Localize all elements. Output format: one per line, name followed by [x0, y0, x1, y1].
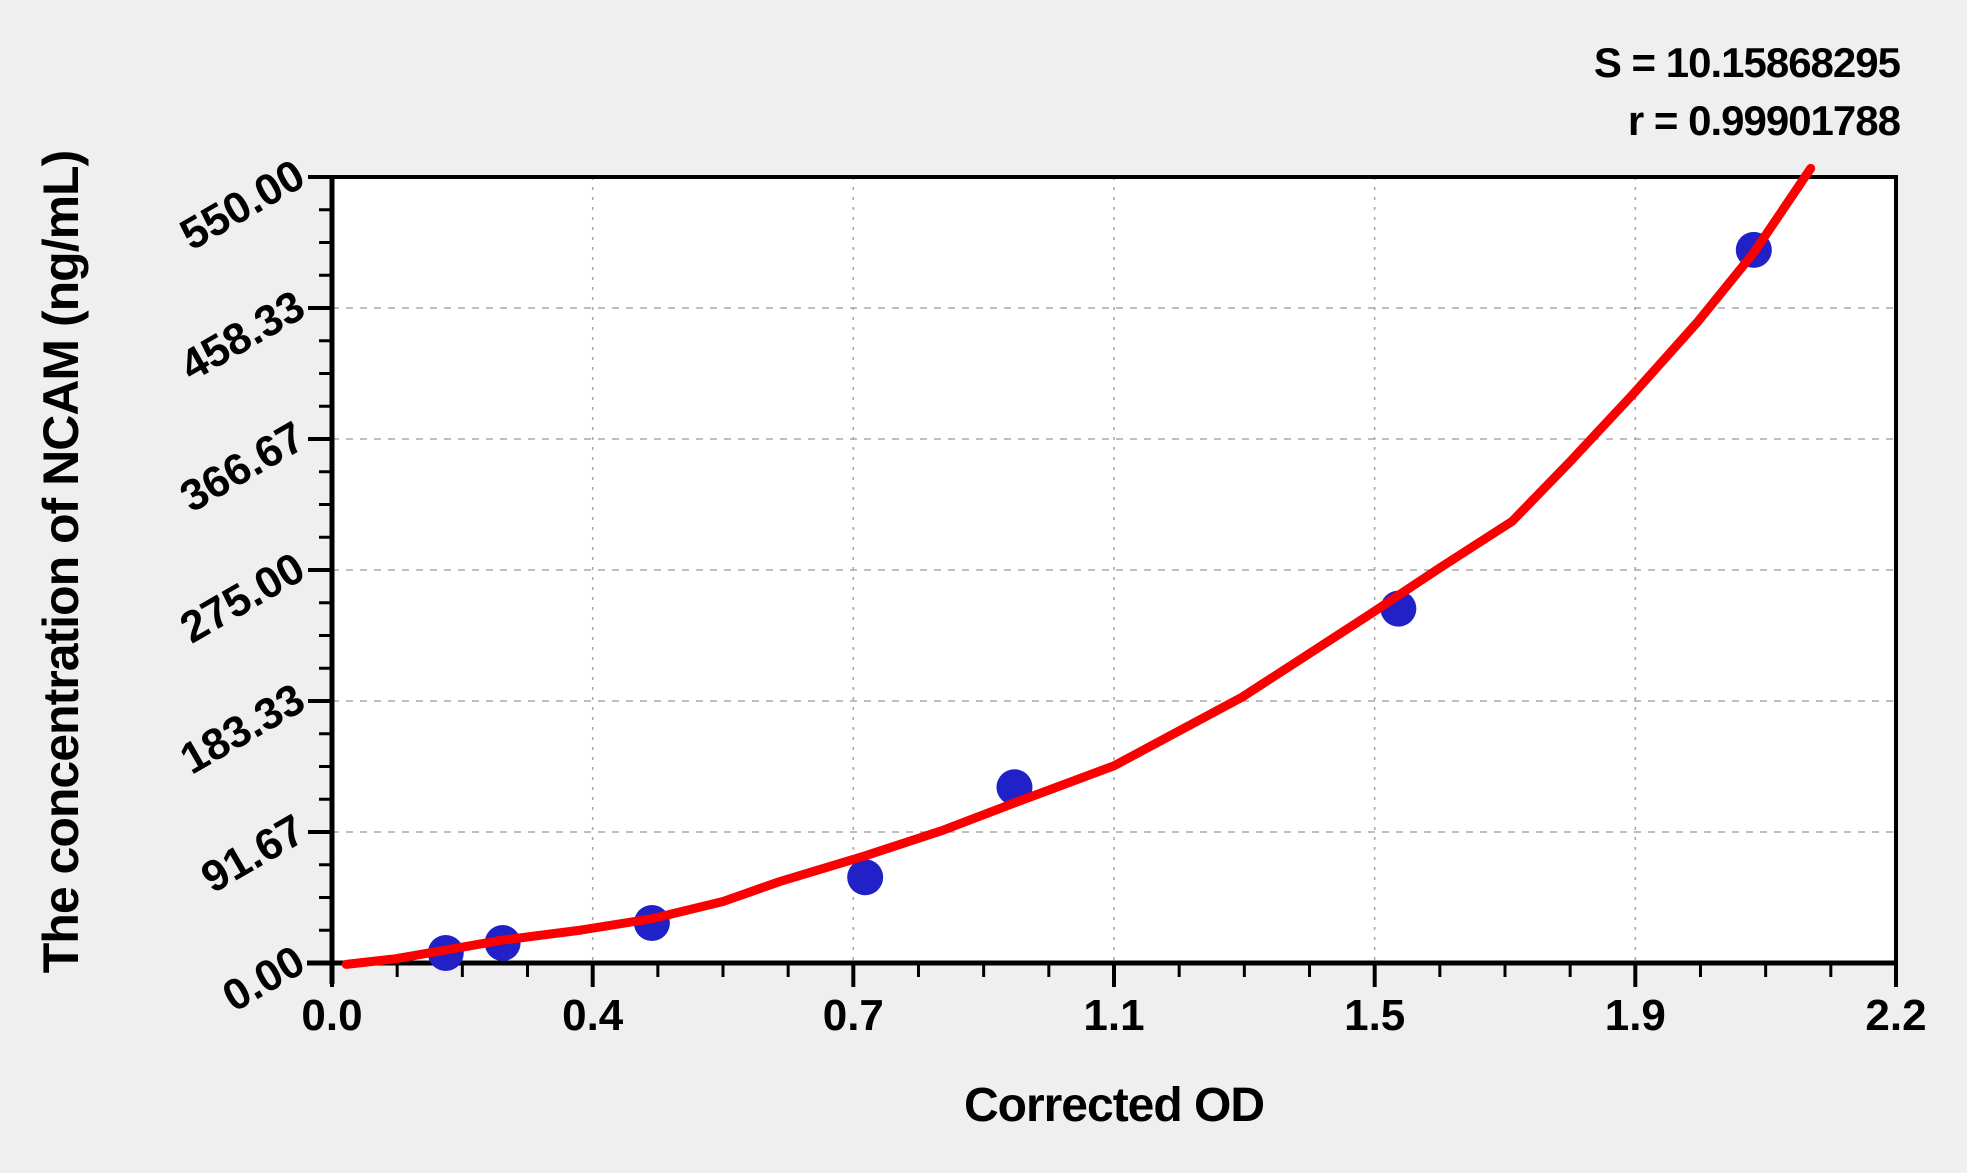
y-tick-label: 91.67	[193, 805, 313, 902]
y-tick-label: 0.00	[214, 936, 313, 1021]
data-point	[847, 859, 884, 896]
y-tick-label: 275.00	[172, 543, 313, 653]
x-tick-label: 2.2	[1865, 991, 1926, 1040]
axis-ticks	[308, 175, 1898, 987]
x-tick-label: 0.7	[823, 991, 884, 1040]
fit-statistics: S = 10.15868295 r = 0.99901788	[1593, 34, 1901, 150]
s-statistic: S = 10.15868295	[1593, 39, 1901, 86]
x-tick-label: 1.5	[1344, 991, 1405, 1040]
x-tick-label: 0.4	[562, 991, 624, 1040]
y-tick-label: 458.33	[172, 281, 313, 391]
y-axis-title: The concentration of NCAM (ng/mL)	[33, 150, 89, 974]
y-tick-label: 550.00	[172, 150, 313, 260]
gridlines	[332, 177, 1896, 963]
r-statistic: r = 0.99901788	[1627, 96, 1901, 144]
x-tick-label: 0.0	[301, 991, 362, 1040]
fitted-curve	[341, 163, 1816, 969]
y-tick-label: 183.33	[172, 674, 313, 784]
x-axis-title: Corrected OD	[963, 1079, 1265, 1132]
y-tick-label: 366.67	[172, 412, 313, 522]
x-tick-label: 1.9	[1605, 991, 1666, 1040]
x-tick-label: 1.1	[1083, 991, 1144, 1040]
